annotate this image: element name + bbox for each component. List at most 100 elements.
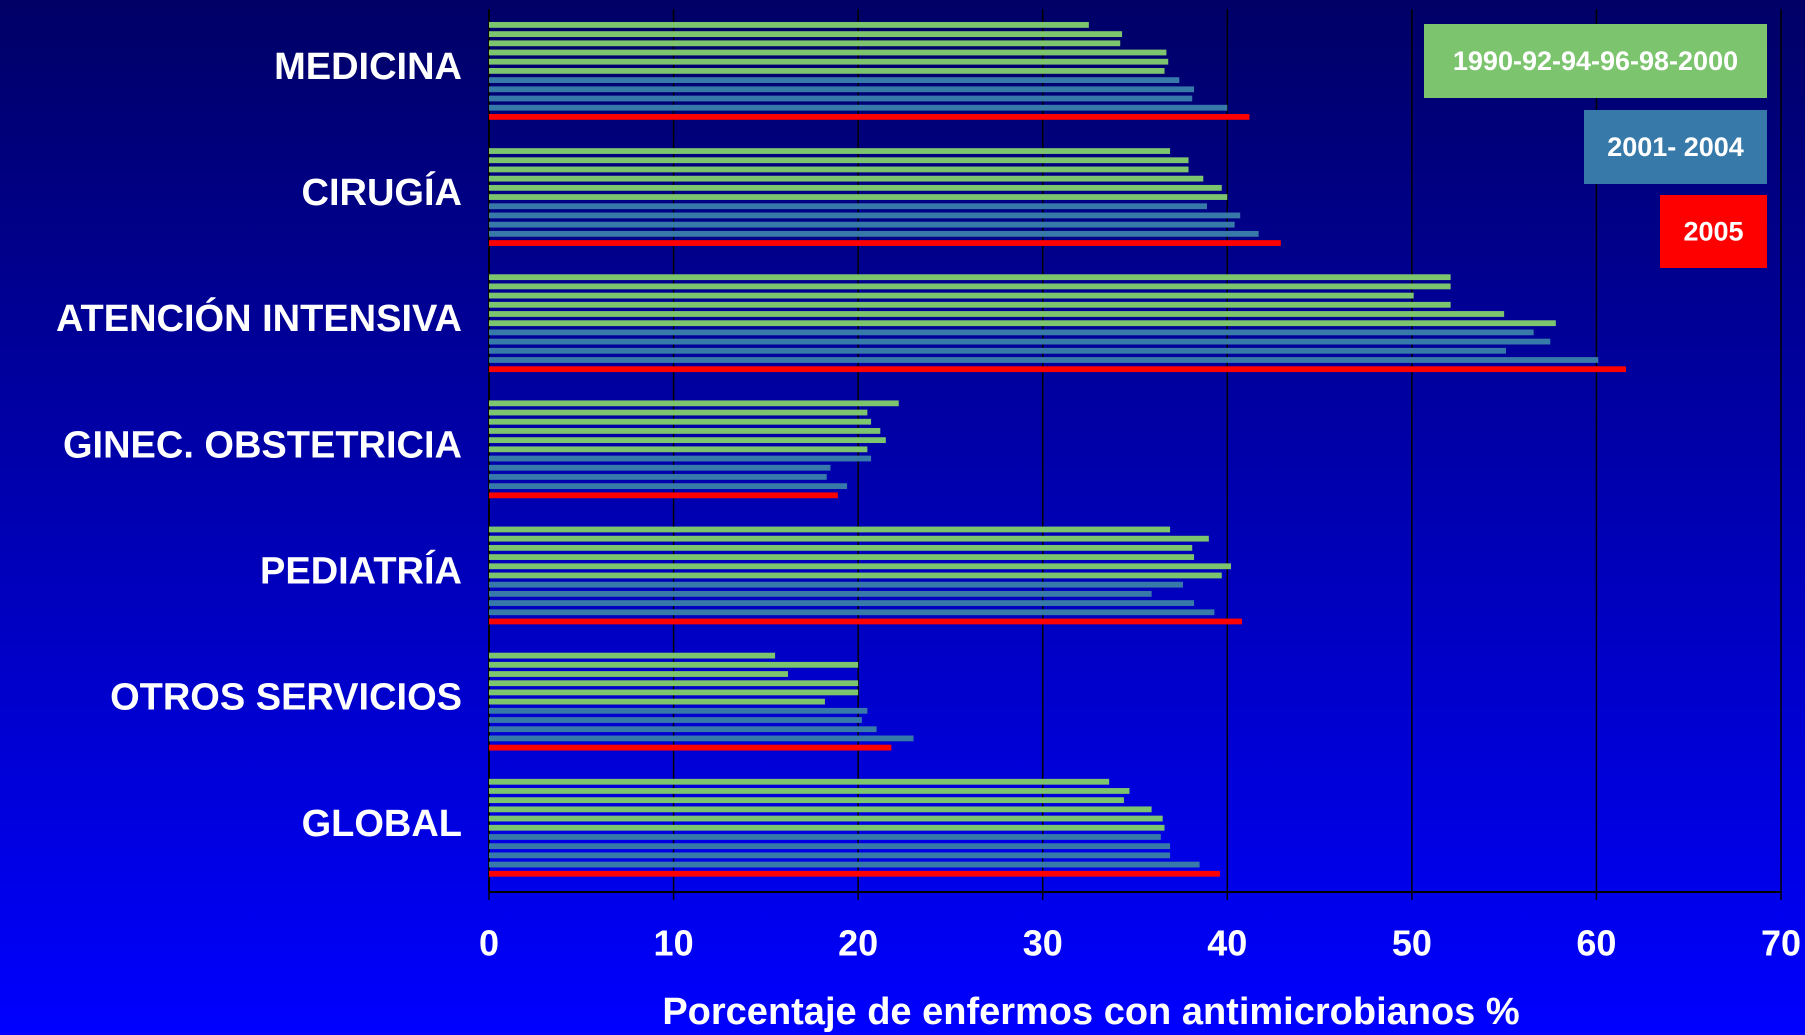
bar <box>489 778 1110 785</box>
legend-swatch <box>1584 110 1767 184</box>
bar <box>489 788 1130 794</box>
bar <box>489 483 848 490</box>
bar <box>489 311 1505 317</box>
y-tick-label: GLOBAL <box>302 803 462 845</box>
bar <box>489 698 825 705</box>
bar <box>489 366 1626 373</box>
bar <box>489 572 1222 579</box>
bar <box>489 194 1228 200</box>
bar <box>489 418 872 425</box>
bar <box>489 744 892 751</box>
bar <box>489 661 859 668</box>
bar <box>489 329 1534 336</box>
bar <box>489 212 1241 219</box>
bar <box>489 40 1121 47</box>
x-tick-label: 50 <box>1392 923 1432 964</box>
bar <box>489 526 1171 533</box>
bar <box>489 717 862 723</box>
x-tick-label: 0 <box>479 923 499 964</box>
bar <box>489 590 1152 597</box>
y-tick-label: PEDIATRÍA <box>260 549 462 593</box>
bar <box>489 492 838 499</box>
bar <box>489 652 776 659</box>
bar <box>489 726 877 733</box>
bar <box>489 166 1189 173</box>
bar <box>489 861 1200 868</box>
y-tick-label: CIRUGÍA <box>302 170 462 214</box>
legend-label: 1990-92-94-96-98-2000 <box>1453 46 1738 76</box>
bar <box>489 409 868 416</box>
bar <box>489 671 789 677</box>
bar <box>489 347 1506 354</box>
x-axis-title: Porcentaje de enfermos con antimicrobian… <box>662 991 1519 1033</box>
bar <box>489 806 1152 813</box>
bar <box>489 852 1171 859</box>
bar <box>489 554 1195 560</box>
bar <box>489 157 1189 164</box>
bar <box>489 338 1551 345</box>
y-tick-label: OTROS SERVICIOS <box>110 677 462 719</box>
y-tick-label: GINEC. OBSTETRICIA <box>63 424 462 466</box>
bar <box>489 797 1124 804</box>
bar <box>489 437 886 444</box>
bar <box>489 464 831 471</box>
bar <box>489 428 881 434</box>
x-tick-label: 70 <box>1761 923 1801 964</box>
bar <box>489 609 1215 616</box>
legend-label: 2001- 2004 <box>1607 132 1744 162</box>
bar <box>489 22 1089 28</box>
legend-swatch <box>1424 24 1767 98</box>
bar <box>489 815 1163 822</box>
bar <box>489 870 1220 877</box>
bar <box>489 400 899 407</box>
bar <box>489 301 1451 308</box>
bar <box>489 86 1195 93</box>
bar <box>489 114 1250 120</box>
legend-swatch <box>1660 195 1767 268</box>
x-tick-label: 20 <box>838 923 878 964</box>
bar <box>489 455 872 462</box>
bar <box>489 563 1231 570</box>
bar <box>489 680 859 687</box>
bar <box>489 274 1451 281</box>
bar <box>489 148 1171 154</box>
y-tick-label: MEDICINA <box>274 46 462 88</box>
bar <box>489 707 868 714</box>
bar <box>489 735 914 742</box>
bar <box>489 49 1167 56</box>
bar <box>489 824 1165 831</box>
bar <box>489 544 1193 551</box>
y-tick-label: ATENCIÓN INTENSIVA <box>56 296 462 340</box>
bar <box>489 474 827 480</box>
x-tick-label: 30 <box>1023 923 1063 964</box>
bar <box>489 834 1161 840</box>
bar <box>489 221 1235 228</box>
bar <box>489 600 1195 606</box>
bar <box>489 240 1281 246</box>
bar <box>489 31 1123 37</box>
bar <box>489 175 1204 182</box>
bar <box>489 843 1171 850</box>
bar <box>489 320 1556 327</box>
bar <box>489 357 1599 363</box>
bar <box>489 581 1183 588</box>
bar <box>489 689 859 696</box>
legend-label: 2005 <box>1683 217 1743 247</box>
bar <box>489 77 1180 83</box>
bar <box>489 446 868 453</box>
x-tick-label: 40 <box>1207 923 1247 964</box>
bar <box>489 58 1169 65</box>
bar <box>489 535 1209 542</box>
x-tick-label: 60 <box>1576 923 1616 964</box>
bar <box>489 292 1414 299</box>
bar <box>489 618 1243 625</box>
bar <box>489 68 1165 74</box>
bar <box>489 104 1228 111</box>
bar <box>489 283 1451 290</box>
bar <box>489 184 1222 191</box>
bar <box>489 95 1193 102</box>
bar <box>489 203 1207 210</box>
